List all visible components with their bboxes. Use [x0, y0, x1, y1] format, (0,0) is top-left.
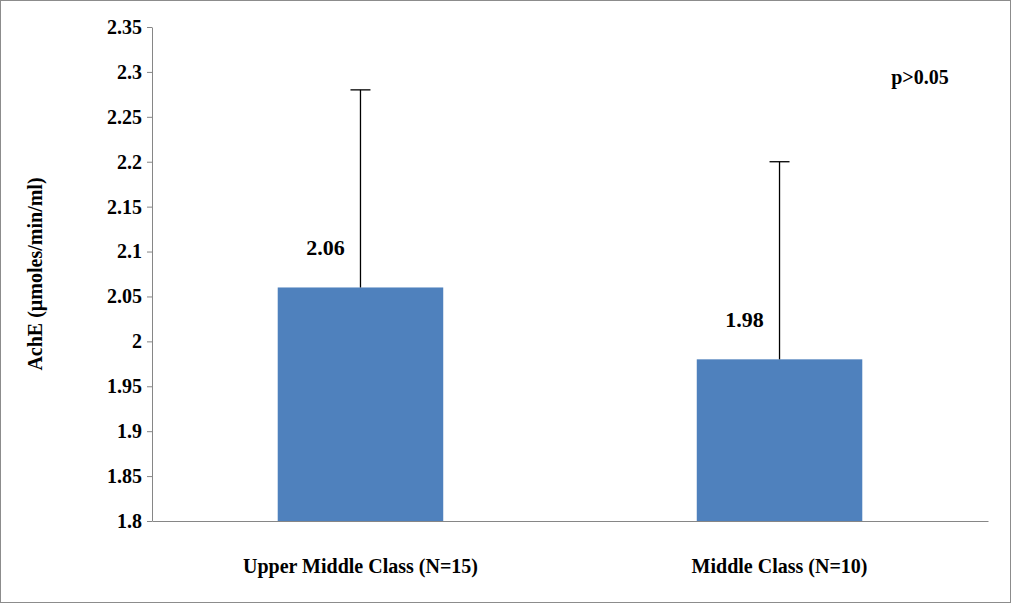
x-tick: Middle Class (N=10)	[692, 521, 868, 578]
error-bar-stem	[779, 162, 780, 360]
y-tick-label: 1.95	[107, 375, 142, 397]
error-bar-cap	[350, 89, 370, 90]
y-tick: 2.05	[107, 285, 152, 307]
y-tick: 2.25	[107, 106, 152, 128]
error-bar-stem	[360, 90, 361, 288]
y-tick-mark	[147, 27, 152, 28]
error-bar-cap	[770, 161, 790, 162]
y-tick-label: 1.9	[117, 420, 142, 442]
y-tick-mark	[147, 431, 152, 432]
y-tick-label: 2.1	[117, 240, 142, 262]
y-axis-title: AchE (µmoles/min/ml)	[24, 177, 47, 370]
y-tick: 1.95	[107, 375, 152, 397]
y-axis-line	[152, 28, 153, 522]
error-bar	[350, 90, 370, 288]
y-tick: 2	[132, 330, 152, 352]
y-tick: 1.9	[117, 420, 152, 442]
y-tick-label: 2.35	[107, 16, 142, 38]
y-tick: 1.8	[117, 510, 152, 532]
y-tick-mark	[147, 252, 152, 253]
y-tick-mark	[147, 341, 152, 342]
y-tick-mark	[147, 476, 152, 477]
bar	[697, 359, 863, 521]
y-tick-mark	[147, 296, 152, 297]
x-axis-line	[153, 521, 989, 522]
y-tick-label: 2.2	[117, 151, 142, 173]
y-tick-mark	[147, 386, 152, 387]
y-tick-label: 1.8	[117, 510, 142, 532]
chart: 2.06 1.98 1.8 1.85 1.9 1.95 2 2.05 2.1 2.15 2.2 2.2…	[0, 0, 1011, 603]
y-tick-mark	[147, 162, 152, 163]
x-tick-label: Middle Class (N=10)	[692, 555, 868, 578]
y-tick-label: 2	[132, 330, 142, 352]
y-tick-label: 1.85	[107, 465, 142, 487]
bar	[278, 287, 444, 521]
x-axis: Upper Middle Class (N=15) Middle Class (N…	[153, 521, 989, 578]
annotation: p>0.05	[891, 66, 949, 89]
plot: 2.06 1.98 1.8 1.85 1.9 1.95 2 2.05 2.1 2.15 2.2 2.2…	[107, 16, 989, 578]
y-tick-mark	[147, 521, 152, 522]
y-tick-label: 2.25	[107, 106, 142, 128]
x-tick-label: Upper Middle Class (N=15)	[243, 555, 478, 578]
y-tick-label: 2.3	[117, 61, 142, 83]
y-tick: 2.1	[117, 240, 152, 262]
data-label: 1.98	[725, 307, 764, 332]
chart-frame	[1, 1, 1011, 603]
y-tick-label: 2.05	[107, 285, 142, 307]
x-tick: Upper Middle Class (N=15)	[243, 521, 478, 578]
data-label: 2.06	[306, 235, 345, 260]
y-tick: 2.15	[107, 196, 152, 218]
y-tick-mark	[147, 117, 152, 118]
y-tick: 2.3	[117, 61, 152, 83]
y-tick-label: 2.15	[107, 196, 142, 218]
y-tick: 2.35	[107, 16, 152, 38]
y-tick-mark	[147, 72, 152, 73]
y-tick: 1.85	[107, 465, 152, 487]
y-axis: 1.8 1.85 1.9 1.95 2 2.05 2.1 2.15 2.2 2.25 2.3 2.35	[107, 16, 153, 532]
y-tick-mark	[147, 207, 152, 208]
y-tick: 2.2	[117, 151, 152, 173]
error-bar	[770, 162, 790, 360]
marks	[278, 90, 863, 521]
